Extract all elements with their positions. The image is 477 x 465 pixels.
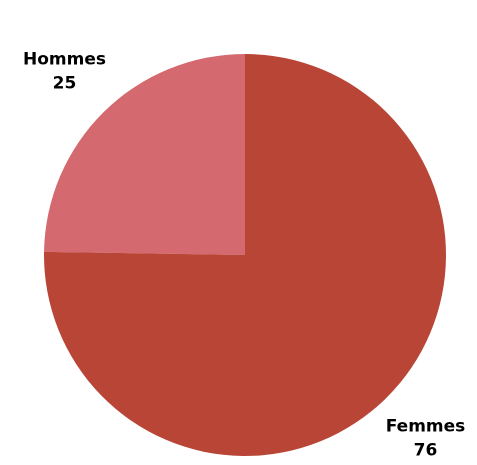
slice-label: Femmes <box>386 416 466 436</box>
slice-value: 76 <box>414 440 438 460</box>
pie-slice <box>44 54 245 255</box>
slice-label: Hommes <box>23 50 106 70</box>
slice-value: 25 <box>53 74 77 94</box>
pie-slice <box>44 54 447 456</box>
